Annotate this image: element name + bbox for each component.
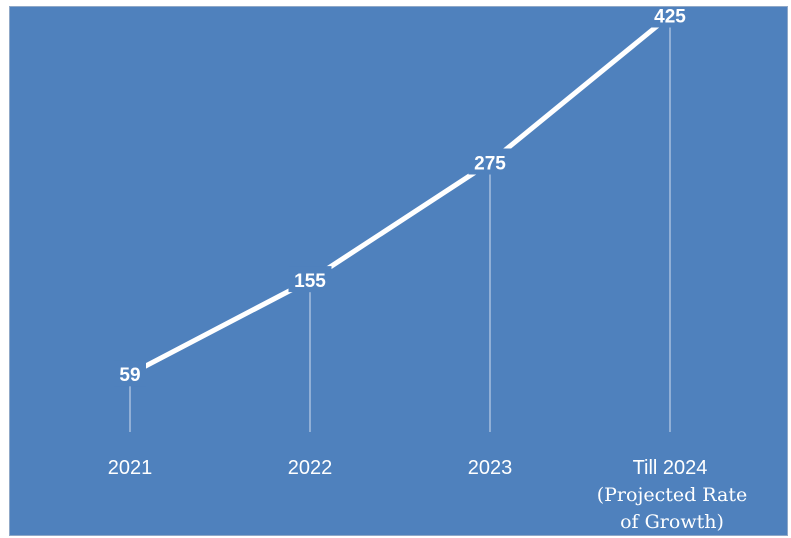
data-label-3: 275: [474, 154, 506, 175]
x-axis-labels: 2021 2022 2023 Till 2024 (Projected Rate of G…: [108, 457, 748, 533]
series-line: [128, 13, 672, 377]
x-tick-label-4: Till 2024: [633, 457, 708, 479]
data-label-background: [468, 148, 512, 175]
x-tick-label-2: 2022: [288, 457, 333, 479]
data-label-4: 425: [654, 7, 686, 28]
data-label-background: [288, 266, 332, 293]
drop-lines: [129, 27, 671, 432]
data-labels: 59 155 275 425: [114, 7, 692, 387]
chart-frame: 59 155 275 425 2021 2022 2023 Till 2024 (Projec…: [9, 6, 788, 536]
x-tick-label-1: 2021: [108, 457, 153, 479]
x-tick-note-4-line-1: (Projected Rate: [597, 484, 748, 506]
data-label-2: 155: [294, 271, 326, 292]
line-chart: 59 155 275 425 2021 2022 2023 Till 2024 (Projec…: [108, 7, 748, 533]
series-line-group: [128, 13, 672, 377]
x-tick-note-4-line-2: of Growth): [620, 511, 724, 533]
data-label-1: 59: [119, 365, 140, 386]
data-label-background: [648, 7, 692, 28]
x-tick-label-3: 2023: [468, 457, 513, 479]
data-label-background: [114, 360, 146, 387]
